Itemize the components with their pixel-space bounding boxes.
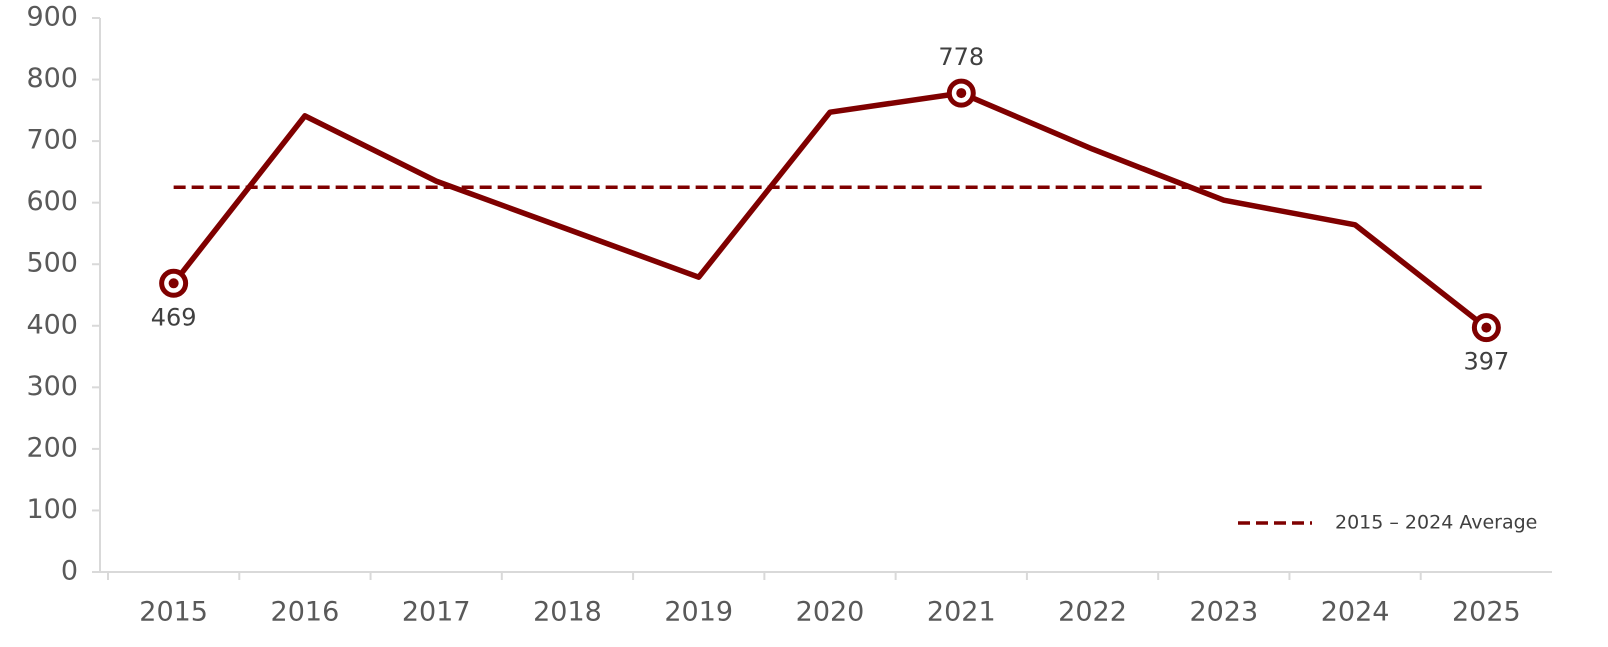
x-tick-label: 2017 [402,597,471,628]
legend-label: 2015 – 2024 Average [1335,512,1537,534]
x-tick-label: 2022 [1058,597,1127,628]
data-label: 778 [938,43,984,71]
x-tick-label: 2021 [927,597,996,628]
y-tick-label: 200 [26,432,78,463]
y-tick-label: 100 [26,494,78,525]
x-tick-label: 2016 [271,597,340,628]
y-tick-label: 500 [26,248,78,279]
series-line [171,90,1489,330]
marker-dot [1481,322,1492,333]
data-label: 469 [151,303,197,331]
y-tick-label: 0 [61,556,78,587]
y-tick-label: 400 [26,309,78,340]
marker-dot [168,278,179,289]
data-label: 397 [1463,348,1509,376]
x-tick-label: 2024 [1321,597,1390,628]
y-tick-label: 900 [26,2,78,33]
y-tick-label: 300 [26,371,78,402]
x-tick-label: 2015 [139,597,208,628]
x-tick-label: 2019 [664,597,733,628]
y-tick-label: 700 [26,125,78,156]
marker-dot [956,88,967,99]
x-tick-label: 2025 [1452,597,1521,628]
x-tick-label: 2023 [1189,597,1258,628]
y-tick-label: 600 [26,186,78,217]
y-tick-label: 800 [26,63,78,94]
x-tick-label: 2020 [796,597,865,628]
x-tick-label: 2018 [533,597,602,628]
